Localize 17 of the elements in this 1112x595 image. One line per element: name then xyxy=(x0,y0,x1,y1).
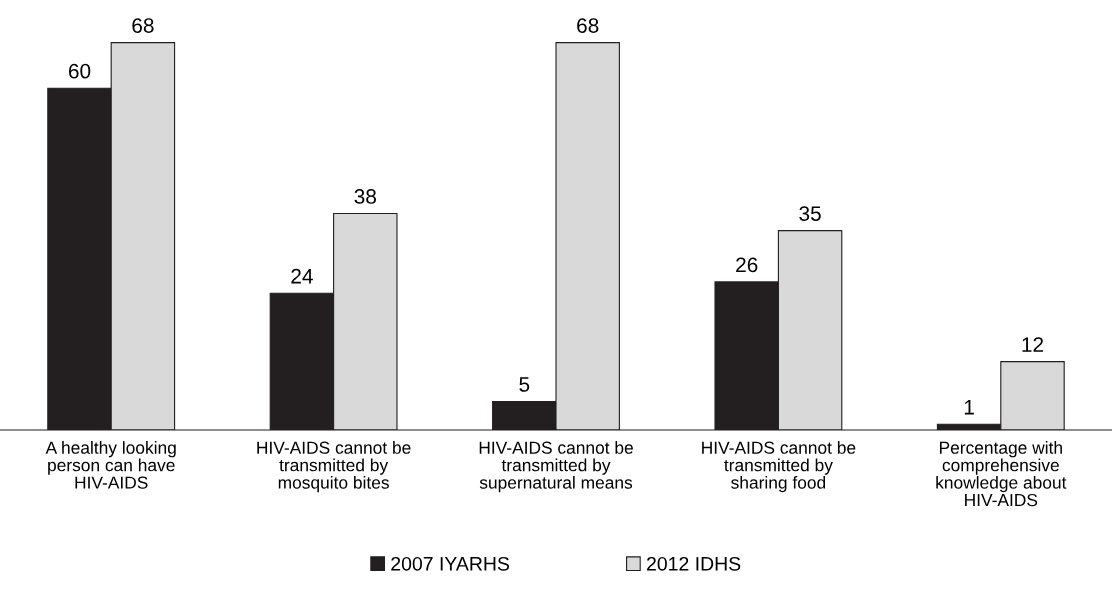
data-label: 5 xyxy=(519,377,530,392)
data-label: 68 xyxy=(577,18,599,33)
x-tick-label: HIV-AIDS cannot be transmitted by sharing food xyxy=(702,441,856,493)
x-tick-label: Percentage with comprehensive knowledge about HIV-AIDS xyxy=(936,441,1067,507)
legend-label: 2007 IYARHS xyxy=(391,556,510,571)
data-label: 68 xyxy=(132,18,154,33)
data-label: 24 xyxy=(291,268,313,284)
data-label: 12 xyxy=(1022,337,1044,352)
legend-label: 2012 IDHS xyxy=(647,556,741,571)
x-tick-label: A healthy looking person can have HIV-AIDS xyxy=(45,441,176,489)
data-label: 38 xyxy=(354,189,376,204)
data-label: 35 xyxy=(799,206,821,221)
data-label: 26 xyxy=(736,257,758,273)
data-label: 1 xyxy=(964,400,974,415)
x-tick-label: HIV-AIDS cannot be transmitted by supernatural means xyxy=(479,441,633,493)
x-tick-label: HIV-AIDS cannot be transmitted by mosquito bites xyxy=(257,441,411,493)
data-label: 60 xyxy=(68,63,91,79)
